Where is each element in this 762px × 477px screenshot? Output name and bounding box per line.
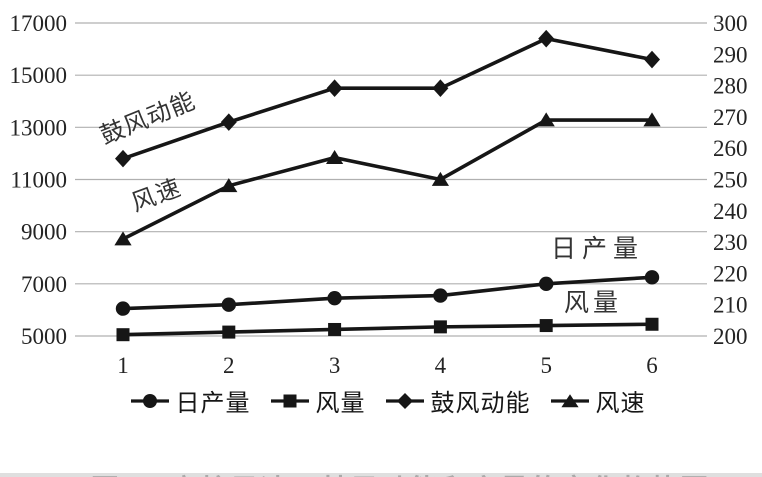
x-axis-tick: 1 <box>117 353 129 378</box>
x-axis-tick: 3 <box>329 353 341 378</box>
blast-volume-line <box>122 322 653 337</box>
daily-output-point <box>221 297 236 312</box>
blast-kinetic-energy-point <box>220 113 237 131</box>
blast-velocity-point <box>643 112 661 127</box>
legend-item-daily-output: 日产量 <box>130 383 251 418</box>
blast-velocity-line <box>122 118 652 241</box>
blast-velocity-point <box>537 112 555 127</box>
y-axis-right-tick: 280 <box>713 74 748 99</box>
series-label-daily-output: 日产量 <box>551 235 645 263</box>
y-axis-left-tick: 9000 <box>21 220 67 245</box>
daily-output-point <box>115 301 131 316</box>
blast-velocity-point <box>431 171 449 186</box>
y-axis-right-tick: 270 <box>713 105 748 130</box>
y-axis-left-tick: 11000 <box>10 168 67 193</box>
figure-caption: 图 1高炉风速、鼓风动能和产量的变化趋势图 <box>0 436 762 477</box>
blast-velocity-point <box>326 149 344 164</box>
blast-volume-point <box>539 319 553 333</box>
y-axis-right-tick: 250 <box>713 168 748 193</box>
blast-velocity-point <box>114 231 132 246</box>
blast-volume-point <box>433 320 447 334</box>
y-axis-left-tick: 7000 <box>21 272 67 297</box>
y-axis-right-tick: 200 <box>713 324 748 349</box>
blast-kinetic-energy-point <box>326 79 343 98</box>
legend-label: 风量 <box>315 390 366 417</box>
legend-item-blast-volume: 风量 <box>270 383 366 418</box>
legend-label: 日产量 <box>175 390 251 417</box>
y-axis-left-tick: 15000 <box>10 63 68 88</box>
legend-label: 风速 <box>595 390 646 417</box>
legend: 日产量 风量 鼓风动能 风速 <box>0 383 762 418</box>
daily-output-point <box>539 276 554 292</box>
blast-volume-point <box>222 325 236 339</box>
blast-volume-point <box>116 328 130 342</box>
blast-kinetic-energy-point <box>644 50 660 69</box>
y-axis-left-tick: 5000 <box>21 324 67 349</box>
daily-output-point <box>433 288 448 303</box>
legend-item-blast-kinetic-energy: 鼓风动能 <box>385 383 531 418</box>
x-axis-tick: 6 <box>646 353 658 378</box>
blast-kinetic-energy-point <box>432 79 449 98</box>
y-axis-right-tick: 240 <box>713 199 748 224</box>
circle-marker-icon <box>130 393 169 408</box>
diamond-marker-icon <box>385 392 424 409</box>
y-axis-right-tick: 210 <box>713 293 748 318</box>
x-axis-tick: 5 <box>540 353 552 378</box>
y-axis-left-tick: 17000 <box>10 11 68 36</box>
y-axis-right-tick: 290 <box>713 42 748 67</box>
blast-volume-point <box>645 317 659 331</box>
y-axis-right-tick: 220 <box>713 261 748 286</box>
x-axis-tick: 4 <box>435 353 447 378</box>
y-axis-right-tick: 300 <box>713 11 748 36</box>
daily-output-line <box>122 275 653 311</box>
square-marker-icon <box>270 394 309 407</box>
y-axis-right-tick: 230 <box>713 230 748 255</box>
blast-kinetic-energy-point <box>115 149 131 168</box>
page-divider <box>0 473 762 477</box>
legend-item-blast-velocity: 风速 <box>550 383 646 418</box>
blast-volume-point <box>328 322 342 336</box>
y-axis-right-tick: 260 <box>713 136 748 161</box>
x-axis-tick: 2 <box>223 353 235 378</box>
daily-output-point <box>644 270 660 285</box>
blast-kinetic-energy-line <box>122 36 653 161</box>
daily-output-point <box>327 290 342 306</box>
legend-label: 鼓风动能 <box>430 390 531 417</box>
series-label-blast-volume: 风量 <box>564 289 623 317</box>
y-axis-left-tick: 13000 <box>10 115 68 140</box>
blast-velocity-point <box>220 178 238 193</box>
blast-kinetic-energy-point <box>538 29 555 48</box>
triangle-marker-icon <box>550 393 589 407</box>
line-chart: 17000 15000 13000 11000 9000 7000 5000 300 290 28… <box>10 11 748 378</box>
